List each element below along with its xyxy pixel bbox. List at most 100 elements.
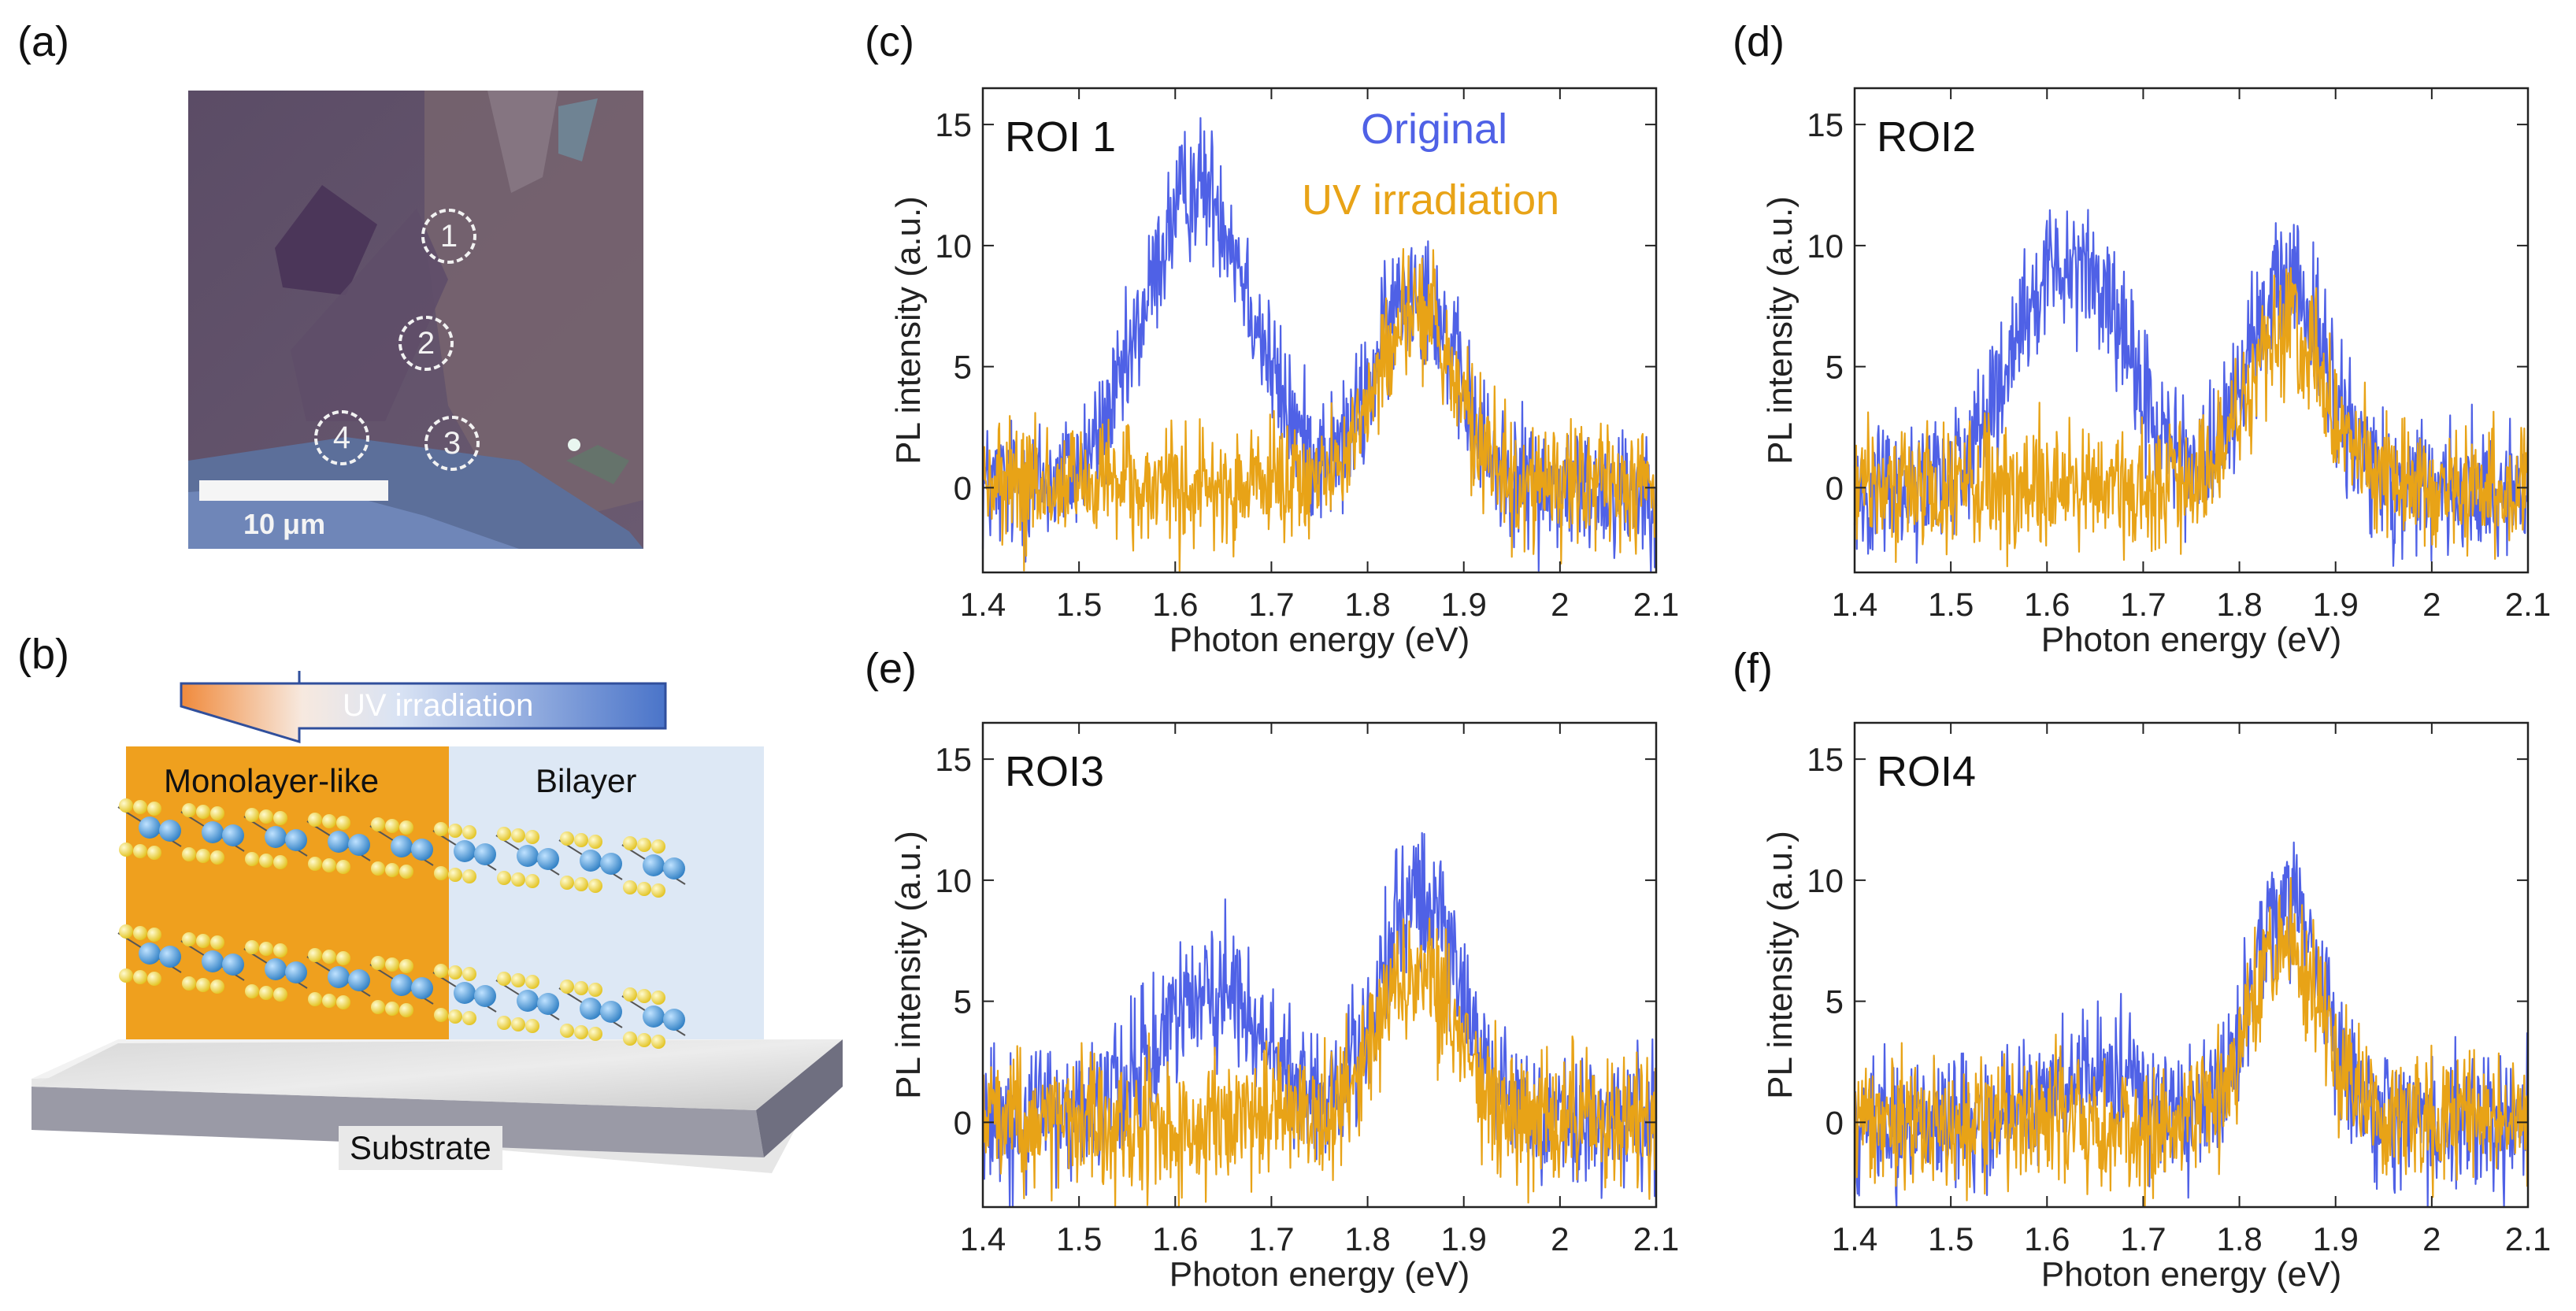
micrograph-image: [188, 91, 643, 549]
sulfur-atom: [336, 816, 350, 830]
molybdenum-atom: [348, 834, 370, 856]
x-tick-label: 1.5: [1056, 586, 1102, 623]
x-tick-label: 1.9: [1441, 586, 1487, 623]
roi-marker-2: 2: [398, 316, 454, 371]
molybdenum-atom: [537, 993, 559, 1015]
sulfur-atom: [133, 844, 147, 858]
series-original-line: [981, 117, 1658, 574]
sulfur-atom: [623, 836, 637, 850]
molybdenum-atom: [643, 854, 665, 876]
x-tick-label: 2: [2422, 1220, 2441, 1257]
x-tick-label: 1.6: [2024, 586, 2070, 623]
molybdenum-atom: [139, 817, 161, 839]
sulfur-atom: [560, 876, 574, 890]
sulfur-atom: [147, 928, 161, 942]
roi-label: ROI3: [1005, 748, 1104, 795]
bilayer-label: Bilayer: [536, 762, 637, 799]
sulfur-atom: [574, 1025, 588, 1039]
sulfur-atom: [511, 973, 525, 987]
x-tick-label: 1.6: [1152, 586, 1198, 623]
molybdenum-atom: [454, 982, 476, 1004]
sulfur-atom: [448, 1009, 462, 1024]
sulfur-atom: [196, 934, 210, 948]
molybdenum-atom: [391, 835, 413, 857]
sulfur-atom: [399, 959, 413, 973]
scale-bar: [199, 480, 388, 501]
sulfur-atom: [182, 803, 196, 817]
molybdenum-atom: [411, 977, 433, 999]
molybdenum-atom: [265, 826, 287, 848]
sulfur-atom: [651, 839, 665, 854]
y-tick-label: 5: [954, 349, 972, 386]
panel-label-c: (c): [865, 18, 914, 65]
molybdenum-atom: [537, 848, 559, 870]
molybdenum-atom: [391, 974, 413, 996]
x-tick-label: 1.5: [1928, 586, 1974, 623]
x-tick-label: 1.4: [960, 586, 1006, 623]
legend-original: Original: [1361, 106, 1507, 153]
uv-arrow-label: UV irradiation: [343, 688, 534, 723]
sulfur-atom: [147, 972, 161, 986]
x-tick-label: 1.4: [1832, 586, 1877, 623]
x-tick-label: 1.7: [1248, 586, 1294, 623]
x-tick-label: 2.1: [1633, 586, 1679, 623]
sulfur-atom: [210, 806, 224, 820]
sulfur-atom: [133, 970, 147, 984]
molybdenum-atom: [159, 946, 181, 968]
sulfur-atom: [210, 935, 224, 950]
sulfur-atom: [651, 883, 665, 898]
molybdenum-atom: [348, 969, 370, 991]
sulfur-atom: [259, 986, 273, 1000]
sulfur-atom: [497, 1016, 511, 1030]
x-tick-label: 1.9: [1441, 1220, 1487, 1257]
sulfur-atom: [196, 978, 210, 992]
x-tick-label: 1.6: [2024, 1220, 2070, 1257]
y-tick-label: 0: [1825, 1104, 1844, 1141]
sulfur-atom: [637, 989, 651, 1003]
y-tick-label: 10: [935, 228, 972, 265]
sulfur-atom: [434, 1008, 448, 1022]
sulfur-atom: [147, 802, 161, 816]
molybdenum-atom: [139, 943, 161, 965]
sulfur-atom: [462, 967, 476, 981]
sulfur-atom: [308, 992, 322, 1006]
sulfur-atom: [574, 833, 588, 847]
sulfur-atom: [273, 943, 287, 957]
sulfur-atom: [385, 957, 399, 972]
molybdenum-atom: [411, 839, 433, 861]
sulfur-atom: [336, 860, 350, 874]
x-axis-label: Photon energy (eV): [2041, 620, 2342, 659]
panel-label-e: (e): [865, 645, 917, 692]
sulfur-atom: [385, 863, 399, 877]
y-tick-label: 5: [1825, 983, 1844, 1020]
sulfur-atom: [434, 822, 448, 836]
sulfur-atom: [210, 850, 224, 865]
sulfur-atom: [119, 924, 133, 939]
substrate-label: Substrate: [339, 1126, 502, 1170]
x-tick-label: 2: [2422, 586, 2441, 623]
sulfur-atom: [322, 950, 336, 964]
x-tick-label: 2.1: [1633, 1220, 1679, 1257]
molybdenum-atom: [474, 843, 496, 865]
sulfur-atom: [196, 805, 210, 819]
x-tick-label: 1.4: [1832, 1220, 1877, 1257]
sulfur-atom: [399, 865, 413, 879]
x-tick-label: 2.1: [2505, 586, 2551, 623]
sulfur-atom: [259, 809, 273, 824]
x-tick-label: 1.8: [2216, 1220, 2262, 1257]
sulfur-atom: [210, 980, 224, 994]
roi-marker-4: 4: [314, 410, 369, 465]
sulfur-atom: [322, 858, 336, 872]
plot-frame: [981, 721, 1658, 1209]
x-tick-label: 2: [1551, 586, 1569, 623]
sulfur-atom: [560, 1024, 574, 1038]
sulfur-atom: [196, 849, 210, 863]
y-tick-label: 15: [1807, 106, 1844, 143]
x-tick-label: 1.7: [2120, 1220, 2166, 1257]
chart-roi2: 1.4 1.5 1.6 1.7 1.8 1.9 2 2.1 0 5 10 15 Photon energ…: [1761, 87, 2551, 659]
roi-label: ROI 1: [1005, 113, 1116, 161]
molybdenum-atom: [328, 831, 350, 853]
x-tick-label: 1.9: [2313, 586, 2359, 623]
sulfur-atom: [574, 877, 588, 891]
molybdenum-atom: [202, 950, 224, 972]
